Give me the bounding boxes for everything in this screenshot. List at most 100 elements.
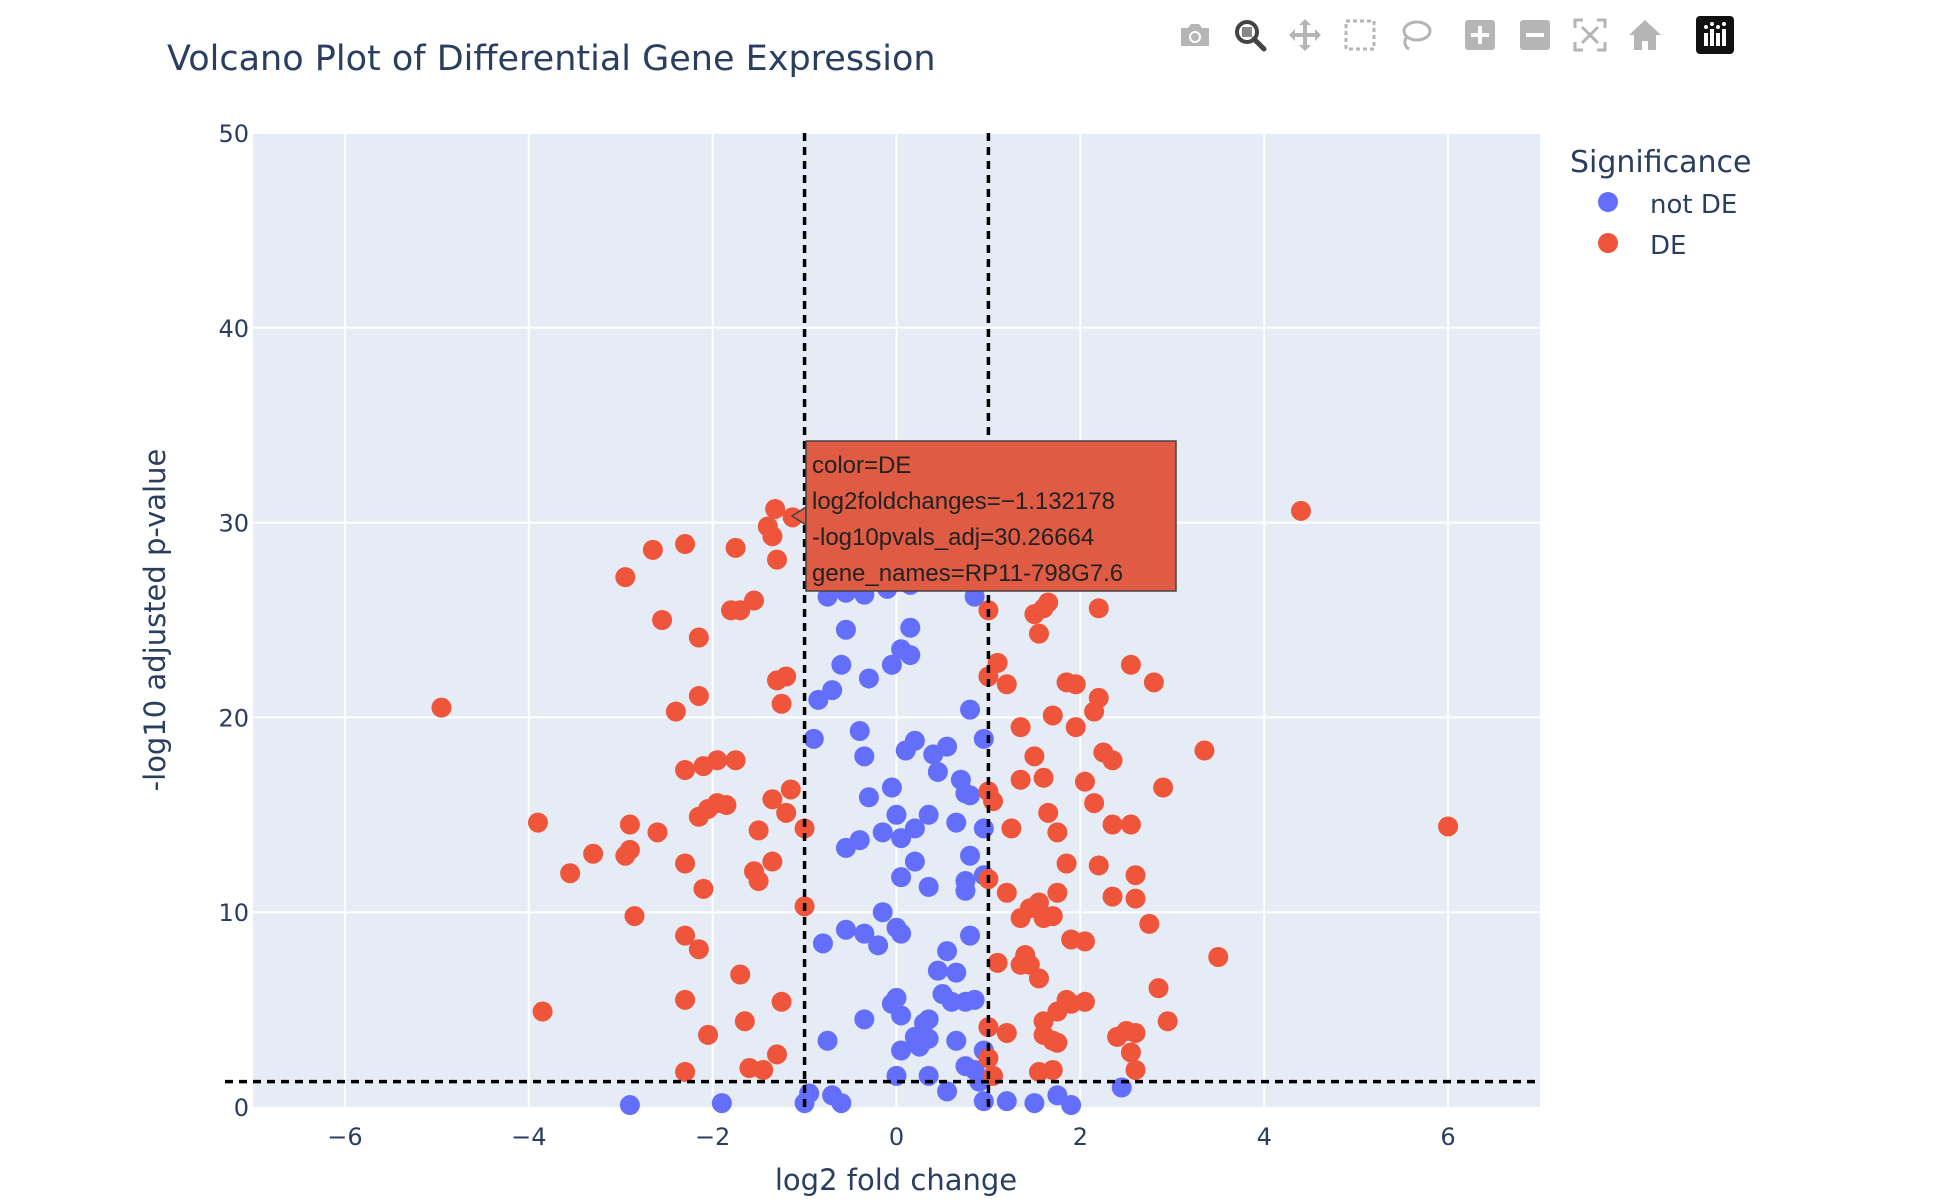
point-de[interactable]: [675, 853, 696, 874]
point-not-de[interactable]: [960, 785, 981, 806]
point-not-de[interactable]: [835, 619, 856, 640]
point-de[interactable]: [1047, 822, 1068, 843]
point-not-de[interactable]: [960, 925, 981, 946]
point-not-de[interactable]: [858, 668, 879, 689]
point-de[interactable]: [780, 779, 801, 800]
point-de[interactable]: [688, 806, 709, 827]
point-de[interactable]: [675, 925, 696, 946]
point-not-de[interactable]: [886, 804, 907, 825]
point-de[interactable]: [978, 1017, 999, 1038]
point-de[interactable]: [1042, 705, 1063, 726]
point-de[interactable]: [794, 818, 815, 839]
point-de[interactable]: [1038, 592, 1059, 613]
point-not-de[interactable]: [918, 1009, 939, 1030]
point-not-de[interactable]: [854, 923, 875, 944]
point-de[interactable]: [1125, 1059, 1146, 1080]
point-de[interactable]: [996, 882, 1017, 903]
point-de[interactable]: [766, 549, 787, 570]
point-de[interactable]: [675, 1061, 696, 1082]
box-select-icon[interactable]: [1335, 10, 1385, 60]
point-not-de[interactable]: [918, 876, 939, 897]
point-de[interactable]: [766, 1044, 787, 1065]
point-de[interactable]: [762, 526, 783, 547]
point-not-de[interactable]: [817, 1030, 838, 1051]
point-de[interactable]: [624, 906, 645, 927]
point-not-de[interactable]: [831, 1093, 852, 1114]
point-de[interactable]: [1102, 750, 1123, 771]
point-de[interactable]: [527, 812, 548, 833]
point-de[interactable]: [1010, 717, 1031, 738]
zoom-in-icon[interactable]: [1455, 10, 1505, 60]
point-not-de[interactable]: [996, 1091, 1017, 1112]
point-not-de[interactable]: [835, 919, 856, 940]
point-de[interactable]: [771, 693, 792, 714]
point-de[interactable]: [675, 759, 696, 780]
reset-axes-icon[interactable]: [1620, 10, 1670, 60]
point-de[interactable]: [996, 674, 1017, 695]
point-de[interactable]: [1194, 740, 1215, 761]
point-de[interactable]: [1028, 623, 1049, 644]
point-not-de[interactable]: [835, 837, 856, 858]
point-not-de[interactable]: [941, 991, 962, 1012]
point-not-de[interactable]: [937, 941, 958, 962]
point-not-de[interactable]: [973, 1091, 994, 1112]
point-not-de[interactable]: [918, 1065, 939, 1086]
point-not-de[interactable]: [960, 699, 981, 720]
point-de[interactable]: [693, 878, 714, 899]
plotly-logo-icon[interactable]: [1690, 10, 1740, 60]
point-not-de[interactable]: [937, 736, 958, 757]
point-de[interactable]: [1074, 771, 1095, 792]
point-not-de[interactable]: [900, 617, 921, 638]
point-not-de[interactable]: [1061, 1095, 1082, 1116]
point-not-de[interactable]: [927, 761, 948, 782]
point-de[interactable]: [762, 851, 783, 872]
point-de[interactable]: [647, 822, 668, 843]
point-not-de[interactable]: [904, 818, 925, 839]
point-de[interactable]: [1208, 947, 1229, 968]
point-not-de[interactable]: [946, 1030, 967, 1051]
autoscale-icon[interactable]: [1565, 10, 1615, 60]
point-de[interactable]: [1015, 945, 1036, 966]
point-de[interactable]: [983, 791, 1004, 812]
point-de[interactable]: [1153, 777, 1174, 798]
point-de[interactable]: [1088, 598, 1109, 619]
point-not-de[interactable]: [619, 1095, 640, 1116]
point-de[interactable]: [753, 1059, 774, 1080]
point-not-de[interactable]: [964, 989, 985, 1010]
point-de[interactable]: [1120, 1042, 1141, 1063]
point-not-de[interactable]: [960, 845, 981, 866]
point-de[interactable]: [978, 666, 999, 687]
point-not-de[interactable]: [973, 728, 994, 749]
point-de[interactable]: [1065, 674, 1086, 695]
zoom-out-icon[interactable]: [1510, 10, 1560, 60]
pan-icon[interactable]: [1280, 10, 1330, 60]
point-de[interactable]: [1102, 814, 1123, 835]
point-not-de[interactable]: [886, 987, 907, 1008]
point-de[interactable]: [1088, 855, 1109, 876]
point-de[interactable]: [698, 1024, 719, 1045]
point-de[interactable]: [1024, 746, 1045, 767]
point-not-de[interactable]: [858, 787, 879, 808]
point-de[interactable]: [1033, 767, 1054, 788]
point-de[interactable]: [688, 685, 709, 706]
point-de[interactable]: [1125, 888, 1146, 909]
point-de[interactable]: [725, 537, 746, 558]
point-de[interactable]: [615, 845, 636, 866]
point-de[interactable]: [1028, 968, 1049, 989]
point-de[interactable]: [748, 871, 769, 892]
point-not-de[interactable]: [849, 721, 870, 742]
point-not-de[interactable]: [803, 728, 824, 749]
point-not-de[interactable]: [973, 818, 994, 839]
legend-item-not-de[interactable]: not DE: [1598, 190, 1737, 220]
point-not-de[interactable]: [881, 777, 902, 798]
camera-icon[interactable]: [1170, 10, 1220, 60]
point-not-de[interactable]: [946, 812, 967, 833]
point-not-de[interactable]: [808, 689, 829, 710]
point-de[interactable]: [1125, 865, 1146, 886]
point-de[interactable]: [716, 795, 737, 816]
point-not-de[interactable]: [900, 645, 921, 666]
point-de[interactable]: [1042, 906, 1063, 927]
point-not-de[interactable]: [881, 654, 902, 675]
point-de[interactable]: [1125, 1022, 1146, 1043]
point-de[interactable]: [1001, 818, 1022, 839]
